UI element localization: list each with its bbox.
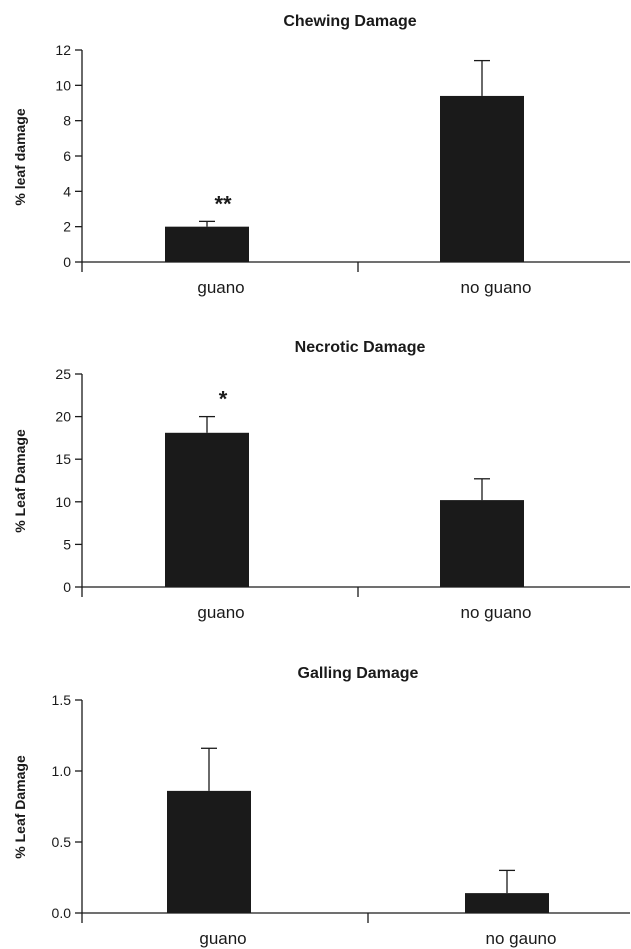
y-tick-label: 2 <box>63 219 71 235</box>
bar <box>165 226 249 262</box>
y-tick-label: 15 <box>55 451 71 467</box>
chart-marks: 0 5 10 15 20 25 * guano no guano <box>55 366 630 622</box>
x-tick-label: guano <box>197 603 244 622</box>
x-tick-label: guano <box>197 278 244 297</box>
y-tick-label: 25 <box>55 366 71 382</box>
x-tick-label: no gauno <box>486 929 557 948</box>
bar <box>440 500 524 587</box>
y-tick-label: 0 <box>63 254 71 270</box>
y-tick-label: 8 <box>63 113 71 129</box>
y-tick-label: 5 <box>63 536 71 552</box>
y-tick-label: 0.5 <box>52 834 72 850</box>
y-tick-label: 1.0 <box>52 763 72 779</box>
chart-title: Necrotic Damage <box>295 339 426 356</box>
y-tick-label: 0.0 <box>52 905 72 921</box>
chart-marks: 0 2 4 6 8 10 12 ** guano no guano <box>55 42 630 297</box>
y-tick-label: 4 <box>63 183 71 199</box>
bar <box>165 432 249 587</box>
bar <box>440 95 524 262</box>
y-tick-label: 20 <box>55 409 71 425</box>
bar <box>465 893 549 913</box>
chart-panel-galling: Galling Damage % Leaf Damage 0.0 0.5 1.0 1.… <box>12 665 630 948</box>
chart-title: Galling Damage <box>298 665 419 682</box>
significance-marker: * <box>219 387 228 412</box>
significance-marker: ** <box>214 191 232 216</box>
x-tick-label: no guano <box>461 603 532 622</box>
y-tick-label: 6 <box>63 148 71 164</box>
chart-panel-chewing: Chewing Damage % leaf damage 0 2 4 6 8 10 12 **… <box>12 13 630 297</box>
y-axis-label: % leaf damage <box>12 108 28 205</box>
chart-panel-necrotic: Necrotic Damage % Leaf Damage 0 5 10 15 20 25… <box>12 339 630 622</box>
x-tick-label: no guano <box>461 278 532 297</box>
y-tick-label: 0 <box>63 579 71 595</box>
y-tick-label: 1.5 <box>52 692 72 708</box>
chart-marks: 0.0 0.5 1.0 1.5 guano no gauno <box>52 692 630 948</box>
y-tick-label: 12 <box>55 42 71 58</box>
x-tick-label: guano <box>199 929 246 948</box>
y-tick-label: 10 <box>55 494 71 510</box>
y-tick-label: 10 <box>55 77 71 93</box>
bar <box>167 790 251 913</box>
y-axis-label: % Leaf Damage <box>12 429 28 533</box>
y-axis-label: % Leaf Damage <box>12 755 28 859</box>
chart-title: Chewing Damage <box>283 13 416 30</box>
